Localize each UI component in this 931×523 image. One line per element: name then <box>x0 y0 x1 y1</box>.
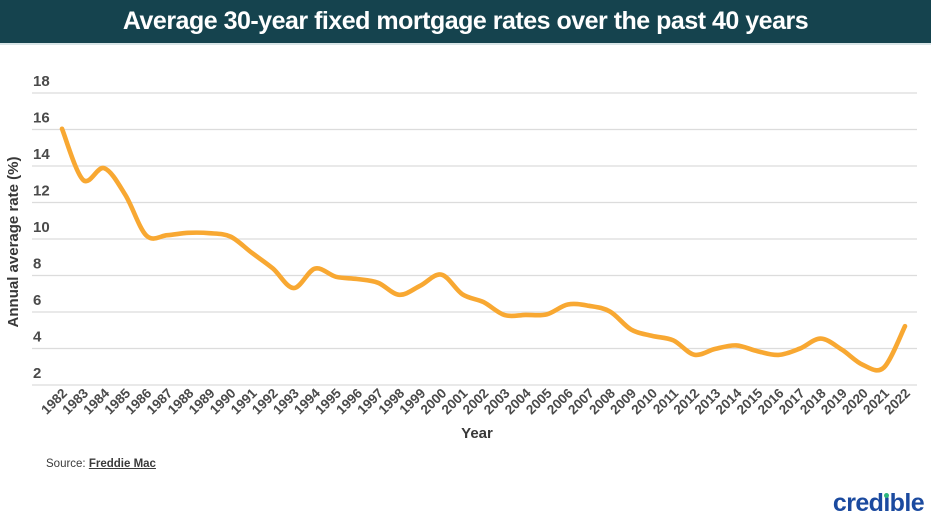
y-tick-label-14: 14 <box>33 146 50 163</box>
y-tick-label-10: 10 <box>33 219 50 236</box>
y-tick-label-2: 2 <box>33 365 41 382</box>
title-bar: Average 30-year fixed mortgage rates ove… <box>0 0 931 43</box>
y-tick-label-6: 6 <box>33 292 41 309</box>
logo-green-dot-i: ı <box>883 489 890 517</box>
source-link[interactable]: Freddie Mac <box>88 458 156 470</box>
source-line: Source: Freddie Mac <box>46 458 156 470</box>
y-tick-label-8: 8 <box>33 256 41 273</box>
y-axis-title: Annual average rate (%) <box>5 157 22 328</box>
y-tick-label-12: 12 <box>33 183 50 200</box>
y-tick-label-16: 16 <box>33 110 50 127</box>
mortgage-rates-line-chart: 2468101214161819821983198419851986198719… <box>5 73 917 442</box>
rate-line-series <box>59 126 908 373</box>
source-label: Source: <box>46 458 86 470</box>
credible-logo: credıble <box>832 489 925 517</box>
x-axis-title: Year <box>461 425 493 442</box>
logo-text-pre: cred <box>832 489 884 517</box>
chart-title: Average 30-year fixed mortgage rates ove… <box>122 7 809 35</box>
y-tick-label-18: 18 <box>33 73 50 90</box>
chart-area: 2 4 6 8 10 12 14 16 18 1982 1983 1984 1985 1986 1987 19… <box>0 45 931 450</box>
y-tick-label-4: 4 <box>33 329 42 346</box>
logo-text-post: ble <box>889 489 925 517</box>
title-bar-divider <box>0 43 931 45</box>
